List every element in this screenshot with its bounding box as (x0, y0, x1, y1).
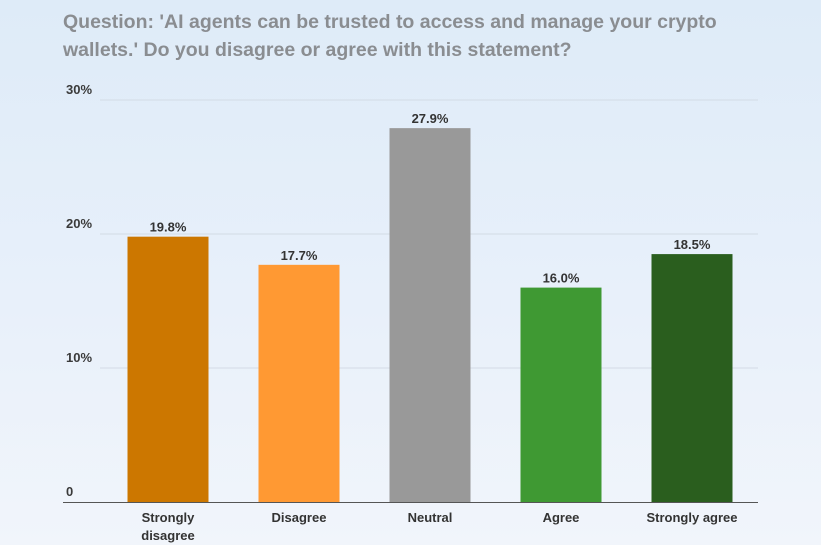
bar-value-label: 27.9% (412, 111, 449, 126)
x-category-label: Strongly disagree (141, 510, 195, 543)
bar (127, 236, 209, 502)
x-category-label-line: Disagree (272, 510, 327, 525)
bars (127, 128, 733, 502)
bar (651, 254, 733, 502)
x-axis-category-labels: Strongly disagree Disagree Neutral Agree Stro… (141, 510, 737, 543)
bar (389, 128, 471, 502)
bar-value-label: 16.0% (543, 271, 580, 286)
x-category-label-line: Strongly (142, 510, 195, 525)
y-tick-label: 20% (66, 216, 92, 231)
x-category-label-line: Neutral (408, 510, 453, 525)
x-category-label: Agree (543, 510, 580, 525)
x-category-label: Neutral (408, 510, 453, 525)
x-category-label-line: disagree (141, 528, 194, 543)
y-tick-label: 10% (66, 350, 92, 365)
x-category-label: Strongly agree (646, 510, 737, 525)
x-category-label-line: Strongly agree (646, 510, 737, 525)
x-category-label: Disagree (272, 510, 327, 525)
bar (258, 264, 340, 502)
y-tick-label: 30% (66, 82, 92, 97)
value-labels: 19.8% 17.7% 27.9% 16.0% 18.5% (150, 111, 711, 285)
bar-value-label: 19.8% (150, 220, 187, 235)
bar-value-label: 17.7% (281, 248, 318, 263)
bar (520, 287, 602, 502)
chart-title: Question: 'AI agents can be trusted to a… (63, 11, 717, 61)
y-axis-tick-labels: 0 10% 20% 30% (66, 82, 92, 499)
x-category-label-line: Agree (543, 510, 580, 525)
y-tick-label: 0 (66, 484, 73, 499)
bar-value-label: 18.5% (674, 237, 711, 252)
